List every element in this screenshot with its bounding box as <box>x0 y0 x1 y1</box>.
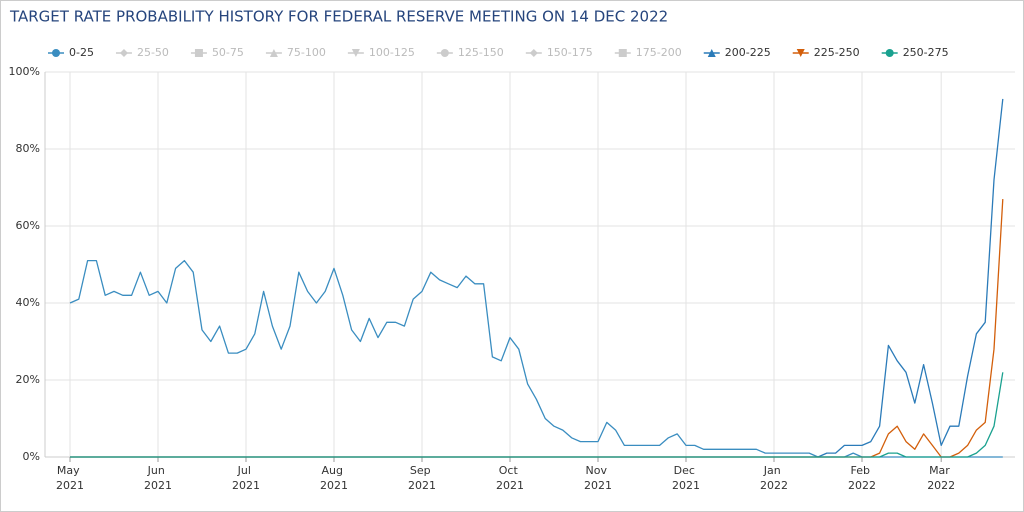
legend-item[interactable]: 0-25 <box>48 46 94 59</box>
y-tick-label: 80% <box>16 142 40 155</box>
legend-marker <box>618 49 627 57</box>
legend-item[interactable]: 50-75 <box>190 46 244 59</box>
x-tick-label: Jul 2021 <box>232 464 260 492</box>
y-tick-label: 20% <box>16 373 40 386</box>
x-tick-label: Aug 2021 <box>320 464 348 492</box>
legend-label: 150-175 <box>547 46 593 59</box>
x-tick-label: Nov 2021 <box>584 464 612 492</box>
legend-marker <box>440 49 449 57</box>
legend-item[interactable]: 150-175 <box>525 46 593 59</box>
legend-marker <box>194 49 203 57</box>
legend-item[interactable]: 125-150 <box>436 46 504 59</box>
legend-label: 25-50 <box>137 46 169 59</box>
y-tick-label: 0% <box>23 450 40 463</box>
x-tick-label: Jan 2022 <box>760 464 788 492</box>
legend-marker <box>269 49 278 57</box>
legend-label: 175-200 <box>636 46 682 59</box>
series-line <box>69 259 1003 458</box>
legend-label: 0-25 <box>69 46 94 59</box>
legend-label: 75-100 <box>287 46 326 59</box>
x-tick-label: Feb 2022 <box>848 464 876 492</box>
legend-item[interactable]: 25-50 <box>115 46 169 59</box>
legend-marker <box>885 49 894 57</box>
legend-label: 250-275 <box>903 46 949 59</box>
x-tick-label: Oct 2021 <box>496 464 524 492</box>
legend-marker <box>529 49 538 57</box>
x-tick-label: Sep 2021 <box>408 464 436 492</box>
legend-label: 200-225 <box>725 46 771 59</box>
legend-item[interactable]: 75-100 <box>265 46 326 59</box>
legend-marker <box>119 49 128 57</box>
legend-marker <box>52 49 60 57</box>
legend-label: 100-125 <box>369 46 415 59</box>
legend-label: 50-75 <box>212 46 244 59</box>
chart-title: TARGET RATE PROBABILITY HISTORY FOR FEDE… <box>9 8 668 26</box>
legend-item[interactable]: 100-125 <box>347 46 415 59</box>
x-tick-label: Dec 2021 <box>672 464 700 492</box>
y-tick-label: 60% <box>16 219 40 232</box>
legend-marker <box>351 49 360 57</box>
y-tick-label: 40% <box>16 296 40 309</box>
legend-item[interactable]: 225-250 <box>792 46 860 59</box>
x-tick-label: Mar 2022 <box>927 464 955 492</box>
legend-marker <box>796 49 805 57</box>
legend-item[interactable]: 200-225 <box>703 46 771 59</box>
legend-label: 125-150 <box>458 46 504 59</box>
legend-marker <box>707 49 716 57</box>
x-tick-label: May 2021 <box>56 464 84 492</box>
legend-item[interactable]: 175-200 <box>614 46 682 59</box>
x-tick-label: Jun 2021 <box>144 464 172 492</box>
y-tick-label: 100% <box>9 65 40 78</box>
series-line <box>70 372 1004 458</box>
legend-item[interactable]: 250-275 <box>881 46 949 59</box>
legend-label: 225-250 <box>814 46 860 59</box>
